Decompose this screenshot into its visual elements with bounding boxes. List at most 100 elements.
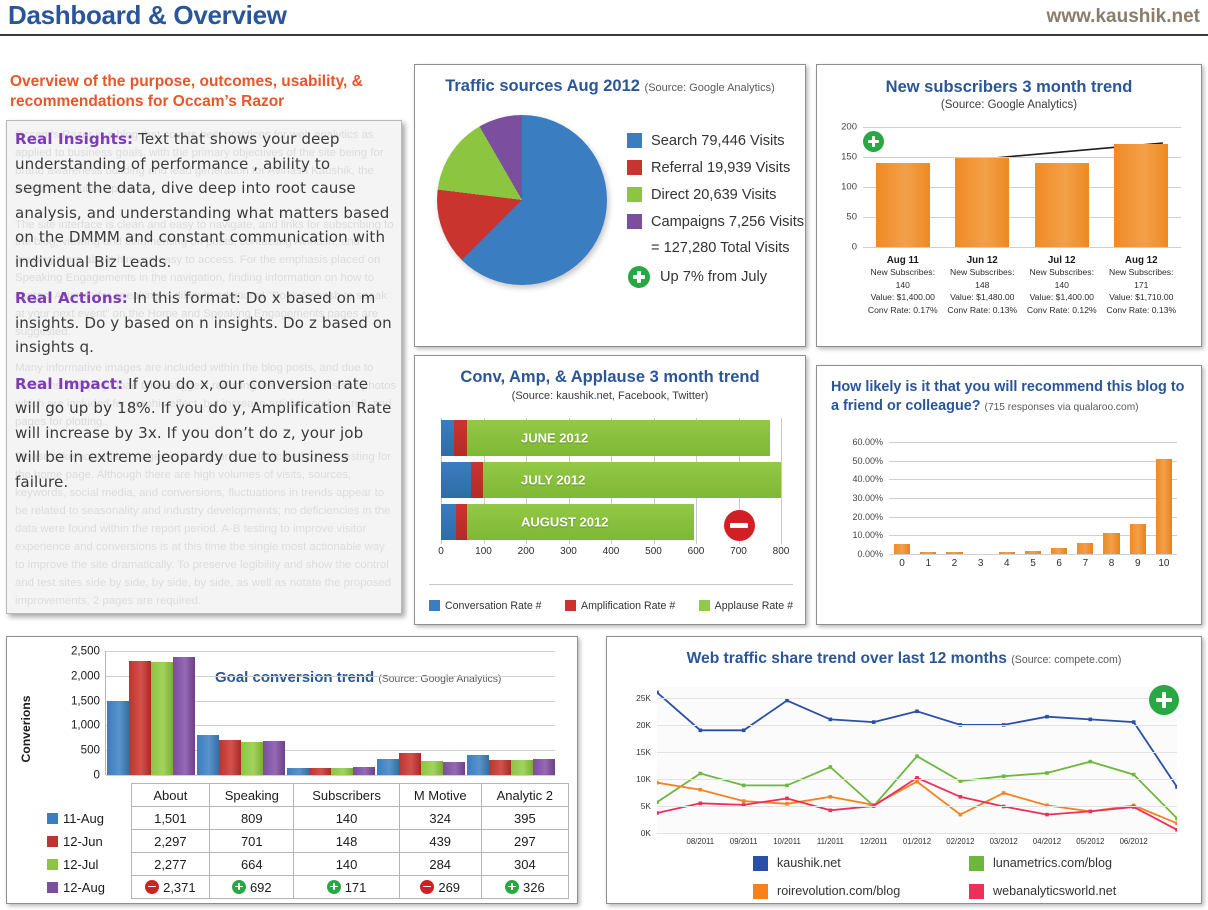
table-cell: 148 bbox=[293, 829, 400, 853]
traffic-sources-source: (Source: Google Analytics) bbox=[644, 82, 775, 94]
detail-line: Conv Rate: 0.13% bbox=[1106, 304, 1177, 315]
data-point bbox=[1045, 812, 1049, 817]
plus-badge bbox=[1149, 685, 1179, 715]
plus-badge bbox=[863, 131, 884, 152]
bar bbox=[1114, 144, 1169, 247]
bar bbox=[489, 760, 511, 775]
bar bbox=[241, 742, 263, 775]
data-point bbox=[698, 787, 703, 792]
bar-segment-green bbox=[467, 420, 771, 456]
gridline: 15K bbox=[636, 747, 1177, 757]
x-tick-label: 8 bbox=[1108, 558, 1115, 569]
gridline: 500 bbox=[81, 744, 555, 757]
web-traffic-title-text: Web traffic share trend over last 12 mon… bbox=[686, 650, 1007, 667]
month-label: Jun 12 bbox=[966, 255, 998, 266]
gridline: 100 bbox=[841, 182, 1181, 193]
legend-item: kaushik.net bbox=[753, 850, 953, 877]
gridline: 20.00% bbox=[852, 512, 1177, 522]
x-tick-label: 03/2012 bbox=[989, 837, 1018, 846]
column-header: Analytic 2 bbox=[480, 783, 570, 807]
bar bbox=[1024, 551, 1042, 554]
subscriber-column: Aug 11 New Subscribes: 140 Value: $1,400.0… bbox=[863, 255, 943, 316]
data-point bbox=[1175, 828, 1177, 832]
gridline: 0K bbox=[641, 828, 1177, 838]
x-tick-label: 6 bbox=[1056, 558, 1062, 569]
detail-line: Value: $1,400.00 bbox=[870, 292, 935, 302]
conv-amp-applause-legend: Conversation Rate # Amplification Rate # A… bbox=[429, 584, 793, 619]
legend-row: roirevolution.com/blog webanalyticsworld.… bbox=[753, 877, 1193, 905]
gridline: 30.00% bbox=[852, 493, 1177, 503]
annotation-block: Real Actions: In this format: Do x based… bbox=[15, 286, 393, 360]
web-traffic-source: (Source: compete.com) bbox=[1011, 654, 1122, 666]
legend-label: Search 79,446 Visits bbox=[651, 132, 785, 149]
bar bbox=[353, 766, 375, 775]
bar-label: JULY 2012 bbox=[521, 472, 586, 488]
minus-badge bbox=[420, 879, 435, 894]
x-tick-label: 11/2011 bbox=[816, 837, 844, 846]
goal-conversion-ylabel: Converions bbox=[19, 695, 33, 763]
legend-label: roirevolution.com/blog bbox=[777, 884, 901, 898]
y-tick-label: 50.00% bbox=[852, 455, 883, 466]
series-swatch bbox=[47, 835, 58, 847]
legend-item: roirevolution.com/blog bbox=[753, 878, 953, 905]
legend-item: Referral 19,939 Visits bbox=[627, 154, 804, 181]
plus-badge bbox=[326, 879, 341, 894]
table-cell: 2,277 bbox=[130, 852, 211, 876]
nps-title: How likely is it that you will recommend… bbox=[831, 378, 1187, 417]
data-point bbox=[657, 800, 659, 804]
cell-value: 2,371 bbox=[163, 879, 196, 895]
annotation-text: If you do x, our conversion rate will go… bbox=[15, 374, 392, 491]
data-point bbox=[828, 795, 833, 799]
legend-label: Referral 19,939 Visits bbox=[651, 159, 791, 176]
web-traffic-card: Web traffic share trend over last 12 mon… bbox=[606, 636, 1202, 904]
gridline: 10.00% bbox=[852, 530, 1177, 540]
data-point bbox=[741, 783, 746, 788]
month-label: Aug 11 bbox=[886, 255, 919, 266]
bar bbox=[533, 758, 555, 775]
annotation-text: Text that shows your deep understanding … bbox=[15, 130, 390, 271]
legend-label: Direct 20,639 Visits bbox=[651, 186, 777, 203]
x-tick-label: 12/2011 bbox=[859, 837, 888, 846]
data-point bbox=[1045, 803, 1049, 808]
cell-value: 148 bbox=[335, 833, 358, 849]
site-url: www.kaushik.net bbox=[1046, 6, 1200, 27]
bar bbox=[998, 552, 1015, 554]
cell-value: 1,501 bbox=[154, 810, 187, 826]
traffic-sources-card: Traffic sources Aug 2012 (Source: Google… bbox=[414, 64, 806, 347]
annotation-label: Real Insights: bbox=[15, 130, 134, 148]
goal-conversion-plot: 0 500 1,000 1,500 2,000 2,500 bbox=[71, 645, 555, 782]
conv-amp-applause-xaxis: 0 100 200 300 400 500 600 700 800 bbox=[438, 546, 789, 560]
bar bbox=[443, 761, 465, 775]
column-header: Subscribers bbox=[293, 783, 400, 807]
table-cell: 439 bbox=[398, 829, 482, 853]
gridline: 60.00% bbox=[852, 437, 1177, 447]
x-tick-label: 200 bbox=[517, 546, 535, 557]
x-tick-label: 300 bbox=[560, 546, 577, 557]
x-tick-label: 08/2011 bbox=[686, 837, 715, 846]
data-point bbox=[958, 779, 963, 783]
column-header: Speaking bbox=[209, 783, 295, 807]
data-point bbox=[785, 783, 789, 788]
annotation-block: Real Insights: Text that shows your deep… bbox=[15, 127, 393, 274]
legend-label: Campaigns 7,256 Visits bbox=[651, 213, 805, 230]
x-tick-label: 500 bbox=[645, 546, 662, 557]
bar-segment-blue bbox=[441, 462, 472, 498]
x-tick-label: 0 bbox=[438, 546, 444, 557]
bar-group bbox=[286, 651, 376, 775]
data-point bbox=[871, 720, 876, 724]
data-point bbox=[1175, 821, 1177, 826]
minus-badge bbox=[723, 510, 755, 541]
stacked-bar-row: JUNE 2012 bbox=[441, 420, 781, 456]
bar bbox=[173, 657, 195, 775]
detail-line: Value: $1,710.00 bbox=[1109, 292, 1174, 302]
detail-line: New Subscribes: 140 bbox=[870, 267, 935, 290]
new-subscribers-card: New subscribers 3 month trend (Source: G… bbox=[816, 64, 1202, 347]
gridline: 0 bbox=[852, 242, 1181, 253]
subscriber-column: Jul 12 New Subscribes: 140 Value: $1,400.0… bbox=[1022, 255, 1102, 316]
bar bbox=[467, 755, 489, 775]
table-row: 12-Aug 2,371 692 171 269 326 bbox=[43, 875, 570, 899]
legend-swatch bbox=[969, 855, 984, 871]
cell-value: 664 bbox=[240, 856, 263, 872]
web-traffic-legend: kaushik.net lunametrics.com/blog roirevolu… bbox=[753, 849, 1193, 905]
plus-badge bbox=[628, 266, 650, 288]
